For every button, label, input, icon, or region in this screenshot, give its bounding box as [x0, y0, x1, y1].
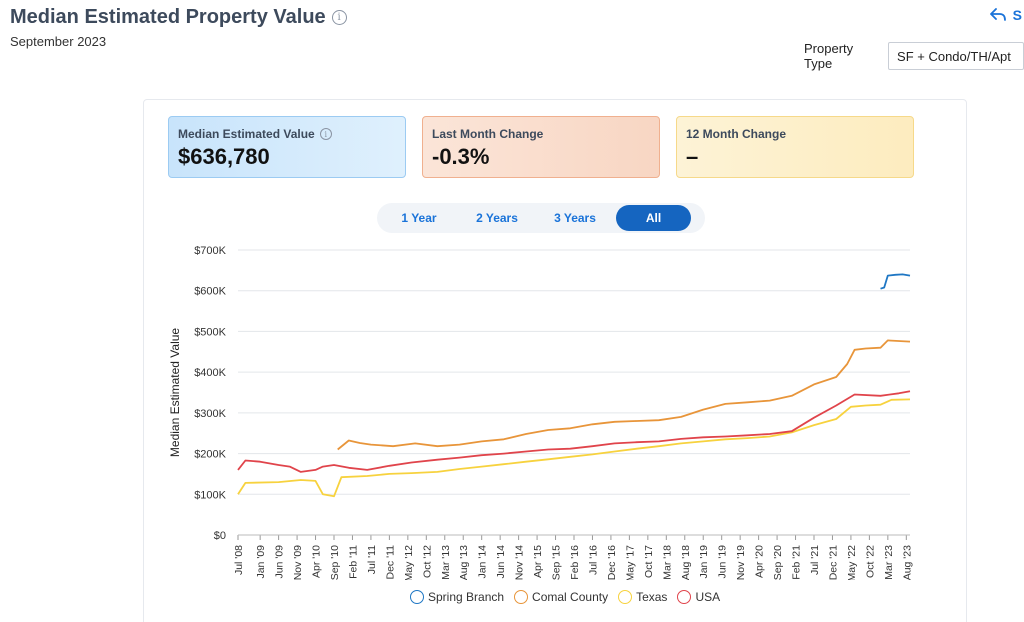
twelve-month-change-label: 12 Month Change	[686, 127, 787, 141]
x-tick-label: Mar '23	[883, 545, 895, 580]
series-line-usa	[237, 390, 911, 473]
y-axis-label: Median Estimated Value	[168, 328, 182, 458]
y-tick-label: $700K	[194, 245, 226, 257]
legend-swatch	[514, 590, 529, 604]
x-tick-label: Apr '20	[754, 545, 766, 578]
x-tick-label: Jan '14	[477, 545, 489, 579]
x-tick-label: Oct '22	[864, 545, 876, 578]
twelve-month-change-card: 12 Month Change –	[676, 116, 914, 178]
tab-3-years[interactable]: 3 Years	[554, 211, 596, 225]
x-tick-label: May '22	[846, 545, 858, 580]
x-tick-label: Aug '23	[901, 545, 913, 580]
x-tick-label: Sep '10	[329, 545, 341, 580]
legend-item-comal-county[interactable]: Comal County	[514, 590, 608, 604]
x-tick-label: Mar '18	[661, 545, 673, 580]
y-tick-label: $400K	[194, 367, 226, 379]
x-tick-label: Feb '21	[791, 545, 803, 580]
x-tick-label: Aug '13	[458, 545, 470, 580]
line-chart: $0 $100K $200K $300K $400K $500K $600K $700K Med…	[168, 245, 913, 580]
x-tick-label: Jun '14	[495, 545, 507, 579]
legend-swatch	[618, 590, 633, 604]
tab-2-years[interactable]: 2 Years	[476, 211, 518, 225]
share-icon	[989, 8, 1006, 21]
info-icon[interactable]: i	[331, 10, 347, 25]
x-tick-label: Jul '11	[366, 545, 378, 574]
series-line-comal-county	[337, 339, 911, 451]
x-tick-label: Oct '17	[643, 545, 655, 578]
x-tick-label: Jul '21	[809, 545, 821, 575]
median-value-label-row: Median Estimated Value i	[178, 127, 396, 141]
last-month-change-value: -0.3%	[432, 144, 490, 169]
median-value-card: Median Estimated Value i $636,780	[168, 116, 406, 178]
x-tick-label: Nov '14	[514, 545, 526, 580]
last-month-change-card: Last Month Change -0.3%	[422, 116, 660, 178]
x-tick-label: Mar '13	[440, 545, 452, 580]
x-tick-label: Jan '19	[698, 545, 710, 579]
legend-label: Texas	[636, 590, 668, 604]
x-tick-label: Sep '15	[551, 545, 563, 580]
x-tick-label: Feb '16	[569, 545, 581, 580]
x-tick-label: Feb '11	[347, 545, 359, 579]
x-tick-label: May '17	[624, 545, 636, 580]
legend-item-texas[interactable]: Texas	[618, 590, 667, 604]
legend-swatch	[410, 590, 424, 604]
property-type-select[interactable]: SF + Condo/TH/Apt	[888, 42, 1024, 70]
y-tick-label: $600K	[194, 286, 226, 298]
twelve-month-change-value: –	[686, 144, 699, 169]
y-tick-label: $500K	[194, 326, 226, 338]
series-line-texas	[237, 398, 911, 498]
x-tick-label: Jul '08	[233, 545, 245, 575]
tab-1-year[interactable]: 1 Year	[401, 211, 437, 225]
x-tick-label: Aug '18	[680, 545, 692, 580]
report-date: September 2023	[10, 34, 107, 49]
legend-item-spring-branch[interactable]: Spring Branch	[410, 590, 504, 604]
legend-label: Spring Branch	[428, 590, 505, 604]
x-tick-label: May '12	[403, 545, 415, 580]
range-tabs: 1 Year 2 Years 3 Years All	[377, 203, 705, 233]
y-tick-label: $300K	[194, 408, 226, 420]
y-tick-label: $200K	[194, 449, 226, 461]
share-button[interactable]: S	[989, 7, 1022, 23]
median-value-label: Median Estimated Value	[178, 127, 315, 141]
x-tick-label: Jul '16	[587, 545, 599, 575]
legend-label: USA	[695, 590, 721, 604]
x-tick-label: Jun '09	[274, 545, 286, 579]
median-value: $636,780	[178, 144, 270, 169]
tab-all[interactable]: All	[616, 205, 691, 231]
x-tick-label: Jun '19	[717, 545, 729, 579]
x-tick-label: Dec '11	[384, 545, 396, 580]
legend-label: Comal County	[532, 590, 609, 604]
info-icon[interactable]: i	[319, 128, 332, 140]
property-type-label: Property Type	[804, 41, 854, 71]
x-tick-label: Dec '16	[606, 545, 618, 580]
series-line-spring-branch	[880, 273, 911, 290]
chart-legend: Spring Branch Comal County Texas USA	[410, 590, 720, 604]
legend-swatch	[677, 590, 692, 604]
chart-panel: Median Estimated Value i $636,780 Last M…	[143, 99, 967, 622]
share-label: S	[1012, 7, 1022, 23]
last-month-change-label: Last Month Change	[432, 127, 544, 141]
page-title-text: Median Estimated Property Value	[10, 6, 326, 28]
page-title: Median Estimated Property Value i	[10, 6, 347, 29]
property-type-filter: Property Type SF + Condo/TH/Apt	[804, 41, 1024, 71]
x-tick-label: Sep '20	[772, 545, 784, 580]
x-tick-label: Nov '09	[292, 545, 304, 580]
x-tick-label: Dec '21	[827, 545, 839, 580]
x-tick-label: Oct '12	[421, 545, 433, 578]
x-tick-label: Apr '10	[311, 545, 323, 578]
x-tick-label: Apr '15	[532, 545, 544, 578]
y-tick-label: $100K	[194, 489, 226, 501]
y-tick-label: $0	[214, 530, 226, 542]
legend-item-usa[interactable]: USA	[677, 590, 720, 604]
x-tick-label: Jan '09	[255, 545, 267, 579]
x-tick-label: Nov '19	[735, 545, 747, 580]
